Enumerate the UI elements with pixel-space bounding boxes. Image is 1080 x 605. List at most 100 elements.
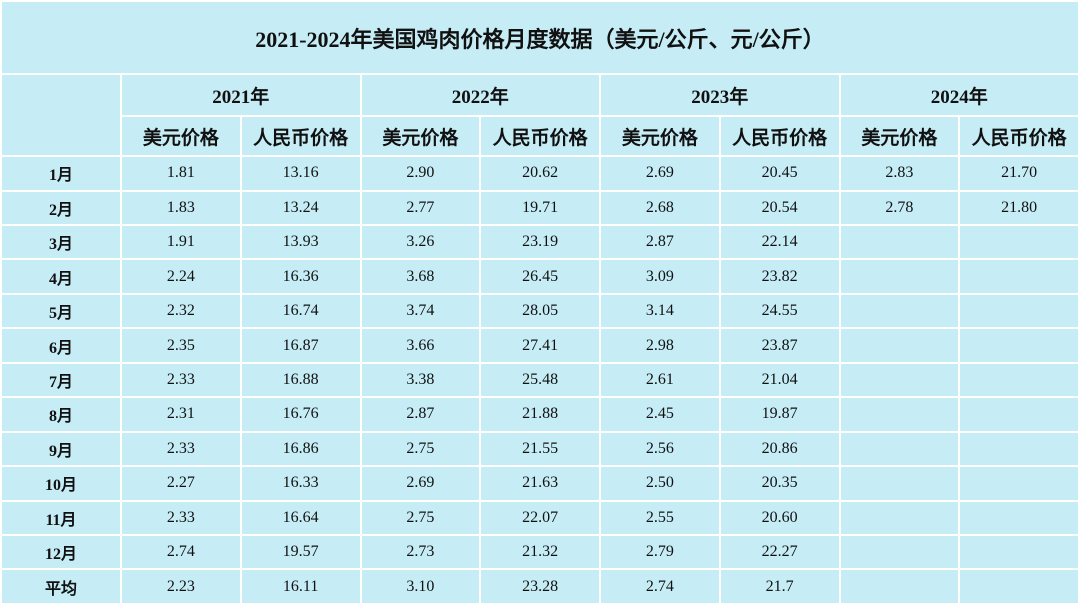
price-cell: 3.10 — [359, 568, 482, 605]
price-cell: 2.33 — [120, 361, 242, 399]
column-header: 人民币价格 — [479, 115, 601, 158]
data-row: 12月 2.74 19.57 2.73 21.32 2.79 22.27 — [0, 533, 1080, 571]
row-label: 5月 — [0, 292, 122, 330]
column-header: 美元价格 — [359, 115, 482, 158]
price-cell: 2.24 — [120, 258, 242, 295]
price-cell: 3.38 — [359, 361, 482, 399]
price-cell: 16.76 — [239, 396, 362, 433]
price-cell: 23.82 — [718, 258, 841, 295]
data-row: 4月 2.24 16.36 3.68 26.45 3.09 23.82 — [0, 258, 1080, 295]
empty-cell — [838, 361, 961, 399]
price-cell: 19.71 — [479, 189, 601, 227]
price-cell: 21.70 — [958, 155, 1080, 192]
empty-cell — [838, 499, 961, 536]
data-row: 1月 1.81 13.16 2.90 20.62 2.69 20.45 2.83 21.70 — [0, 155, 1080, 192]
price-cell: 2.69 — [599, 155, 721, 192]
data-row: 11月 2.33 16.64 2.75 22.07 2.55 20.60 — [0, 499, 1080, 536]
price-cell: 21.88 — [479, 396, 601, 433]
year-row: 2021年 2022年 2023年 2024年 — [0, 73, 1080, 158]
price-cell: 21.63 — [479, 465, 601, 502]
column-header: 美元价格 — [120, 115, 242, 158]
data-row: 8月 2.31 16.76 2.87 21.88 2.45 19.87 — [0, 396, 1080, 433]
empty-cell — [958, 224, 1080, 261]
row-label: 3月 — [0, 224, 122, 261]
price-cell: 20.54 — [718, 189, 841, 227]
empty-cell — [838, 327, 961, 364]
price-cell: 20.45 — [718, 155, 841, 192]
price-cell: 3.26 — [359, 224, 482, 261]
empty-cell — [958, 465, 1080, 502]
row-label: 9月 — [0, 430, 122, 468]
price-cell: 21.80 — [958, 189, 1080, 227]
price-cell: 25.48 — [479, 361, 601, 399]
row-label: 11月 — [0, 499, 122, 536]
price-cell: 22.27 — [718, 533, 841, 571]
price-cell: 19.57 — [239, 533, 362, 571]
row-label: 平均 — [0, 568, 122, 605]
column-header: 美元价格 — [599, 115, 721, 158]
empty-cell — [958, 292, 1080, 330]
price-cell: 2.33 — [120, 430, 242, 468]
price-cell: 20.62 — [479, 155, 601, 192]
price-cell: 1.81 — [120, 155, 242, 192]
price-cell: 28.05 — [479, 292, 601, 330]
empty-cell — [838, 568, 961, 605]
price-cell: 16.88 — [239, 361, 362, 399]
corner-cell — [0, 73, 122, 158]
year-header: 2024年 — [838, 73, 1080, 118]
price-cell: 3.74 — [359, 292, 482, 330]
price-cell: 21.55 — [479, 430, 601, 468]
table-title: 2021-2024年美国鸡肉价格月度数据（美元/公斤、元/公斤） — [0, 0, 1080, 76]
price-cell: 2.79 — [599, 533, 721, 571]
row-label: 4月 — [0, 258, 122, 295]
column-header: 美元价格 — [838, 115, 961, 158]
data-row: 平均 2.23 16.11 3.10 23.28 2.74 21.7 — [0, 568, 1080, 605]
empty-cell — [838, 465, 961, 502]
data-row: 9月 2.33 16.86 2.75 21.55 2.56 20.86 — [0, 430, 1080, 468]
price-cell: 13.24 — [239, 189, 362, 227]
empty-cell — [958, 361, 1080, 399]
row-label: 10月 — [0, 465, 122, 502]
price-cell: 2.90 — [359, 155, 482, 192]
price-cell: 3.66 — [359, 327, 482, 364]
price-cell: 21.04 — [718, 361, 841, 399]
price-cell: 2.78 — [838, 189, 961, 227]
price-cell: 1.91 — [120, 224, 242, 261]
empty-cell — [838, 224, 961, 261]
subheader-row: 美元价格 人民币价格 美元价格 人民币价格 美元价格 人民币价格 美元价格 人民币价格 — [1, 115, 1080, 158]
empty-cell — [958, 327, 1080, 364]
row-label: 1月 — [0, 155, 122, 192]
year-header: 2022年 — [359, 73, 601, 118]
price-cell: 16.74 — [239, 292, 362, 330]
empty-cell — [958, 533, 1080, 571]
price-cell: 23.87 — [718, 327, 841, 364]
price-cell: 2.33 — [120, 499, 242, 536]
price-cell: 20.86 — [718, 430, 841, 468]
column-header: 人民币价格 — [239, 115, 362, 158]
price-cell: 22.07 — [479, 499, 601, 536]
empty-cell — [838, 396, 961, 433]
price-cell: 2.87 — [359, 396, 482, 433]
empty-cell — [958, 499, 1080, 536]
price-cell: 2.77 — [359, 189, 482, 227]
price-cell: 21.32 — [479, 533, 601, 571]
price-cell: 2.50 — [599, 465, 721, 502]
price-cell: 2.74 — [599, 568, 721, 605]
price-cell: 2.75 — [359, 430, 482, 468]
price-cell: 13.93 — [239, 224, 362, 261]
price-cell: 16.64 — [239, 499, 362, 536]
row-label: 7月 — [0, 361, 122, 399]
row-label: 6月 — [0, 327, 122, 364]
data-row: 6月 2.35 16.87 3.66 27.41 2.98 23.87 — [0, 327, 1080, 364]
year-header: 2021年 — [120, 73, 362, 118]
price-cell: 24.55 — [718, 292, 841, 330]
empty-cell — [958, 430, 1080, 468]
price-cell: 13.16 — [239, 155, 362, 192]
price-cell: 27.41 — [479, 327, 601, 364]
price-cell: 20.35 — [718, 465, 841, 502]
price-cell: 2.45 — [599, 396, 721, 433]
price-cell: 2.83 — [838, 155, 961, 192]
data-row: 10月 2.27 16.33 2.69 21.63 2.50 20.35 — [0, 465, 1080, 502]
